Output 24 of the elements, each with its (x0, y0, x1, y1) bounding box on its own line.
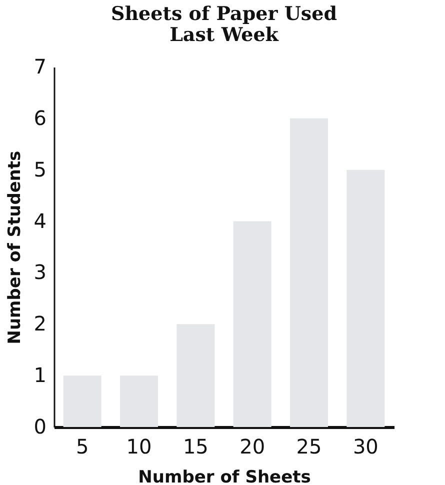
y-tick-label: 6 (34, 106, 46, 130)
x-tick-label: 10 (126, 434, 152, 458)
x-tick-label: 15 (182, 434, 208, 458)
text: Last Week (170, 24, 278, 46)
bar (290, 118, 328, 427)
y-tick-label: 1 (34, 363, 46, 388)
y-tick-label: 3 (34, 260, 46, 284)
y-tick-label: 2 (34, 312, 46, 336)
x-tick-label: 5 (76, 434, 89, 458)
bar (233, 221, 272, 427)
x-tick-label: 20 (240, 434, 266, 458)
y-tick-label: 7 (34, 54, 46, 78)
bar (63, 376, 102, 427)
y-tick-label: 4 (34, 208, 46, 233)
text: Sheets of Paper Used (111, 3, 337, 25)
y-tick-label: 0 (34, 414, 46, 438)
bar (346, 170, 385, 427)
x-tick-label: 25 (296, 434, 322, 458)
y-tick-label: 5 (34, 157, 46, 182)
y-axis-title: Number of Students (4, 150, 25, 344)
bar (176, 324, 215, 427)
x-axis-title: Number of Sheets (138, 468, 311, 485)
x-tick-label: 30 (352, 434, 378, 458)
bar (120, 376, 158, 427)
